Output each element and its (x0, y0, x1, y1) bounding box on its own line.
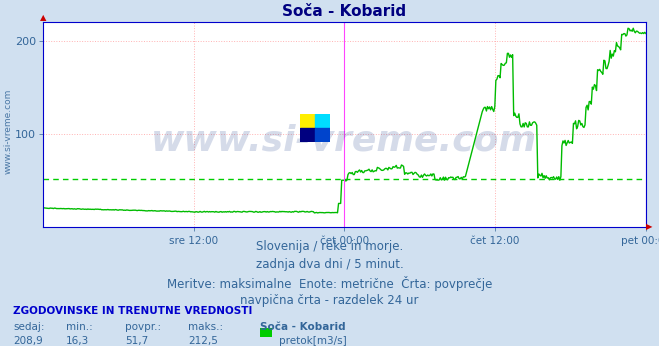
Text: ▶: ▶ (646, 222, 652, 231)
Text: zadnja dva dni / 5 minut.: zadnja dva dni / 5 minut. (256, 258, 403, 272)
Bar (315, 114, 330, 128)
Text: 51,7: 51,7 (125, 336, 148, 346)
Text: 212,5: 212,5 (188, 336, 217, 346)
Title: Soča - Kobarid: Soča - Kobarid (282, 3, 407, 19)
Bar (315, 128, 330, 142)
Text: min.:: min.: (66, 322, 93, 332)
Bar (300, 128, 315, 142)
Text: ▲: ▲ (40, 13, 46, 22)
Text: Slovenija / reke in morje.: Slovenija / reke in morje. (256, 240, 403, 254)
Text: 16,3: 16,3 (66, 336, 89, 346)
Text: www.si-vreme.com: www.si-vreme.com (152, 124, 537, 158)
Text: maks.:: maks.: (188, 322, 223, 332)
Text: Meritve: maksimalne  Enote: metrične  Črta: povprečje: Meritve: maksimalne Enote: metrične Črta… (167, 276, 492, 291)
Text: www.si-vreme.com: www.si-vreme.com (3, 89, 13, 174)
Text: 208,9: 208,9 (13, 336, 43, 346)
Text: sedaj:: sedaj: (13, 322, 45, 332)
Bar (300, 114, 315, 128)
Text: pretok[m3/s]: pretok[m3/s] (279, 336, 347, 346)
Text: povpr.:: povpr.: (125, 322, 161, 332)
Text: navpična črta - razdelek 24 ur: navpična črta - razdelek 24 ur (241, 294, 418, 308)
Text: ZGODOVINSKE IN TRENUTNE VREDNOSTI: ZGODOVINSKE IN TRENUTNE VREDNOSTI (13, 306, 252, 316)
Text: Soča - Kobarid: Soča - Kobarid (260, 322, 346, 332)
